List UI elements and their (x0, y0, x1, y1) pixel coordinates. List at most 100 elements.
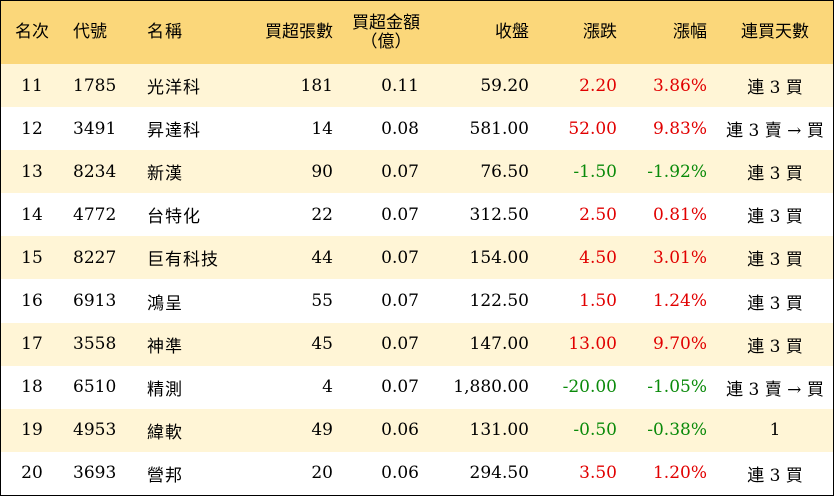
cell-code: 3558 (73, 334, 117, 355)
cell-percent-change: 1.24% (652, 291, 707, 312)
cell-name: 神準 (147, 336, 183, 357)
cell-change: -0.50 (573, 420, 617, 441)
table-row: 11 1785 光洋科 181 0.11 59.20 2.20 3.86% 連 3 買 (1, 64, 833, 108)
cell-code: 6913 (73, 291, 117, 312)
cell-code: 1785 (73, 75, 117, 96)
cell-net-buy-lots: 181 (300, 75, 333, 96)
cell-consecutive-buy-days: 連 3 賣 → 買 (726, 379, 824, 400)
cell-net-buy-lots: 55 (311, 291, 333, 312)
cell-percent-change: -1.92% (647, 161, 707, 182)
table-row: 19 4953 緯軟 49 0.06 131.00 -0.50 -0.38% 1 (1, 408, 833, 452)
table-header-row: 名次 代號 名稱 買超張數 買超金額 （億） 收盤 漲跌 漲幅 連買天數 (1, 1, 833, 64)
cell-code: 3491 (73, 118, 117, 139)
cell-net-buy-amount: 0.07 (381, 204, 419, 225)
cell-close: 122.50 (469, 291, 529, 312)
table-row: 16 6913 鴻呈 55 0.07 122.50 1.50 1.24% 連 3 買 (1, 279, 833, 323)
table-row: 20 3693 營邦 20 0.06 294.50 3.50 1.20% 連 3 買 (1, 451, 833, 495)
table-row: 17 3558 神準 45 0.07 147.00 13.00 9.70% 連 3 買 (1, 322, 833, 366)
cell-net-buy-amount: 0.07 (381, 291, 419, 312)
header-net-buy-amount-unit: （億） (360, 31, 412, 52)
table-row: 12 3491 昇達科 14 0.08 581.00 52.00 9.83% 連 3 賣 → 買 (1, 107, 833, 151)
cell-change: -1.50 (573, 161, 617, 182)
table-row: 18 6510 精測 4 0.07 1,880.00 -20.00 -1.05% 連 3 賣 →… (1, 365, 833, 409)
cell-change: 52.00 (568, 118, 617, 139)
cell-code: 4772 (73, 204, 117, 225)
cell-close: 147.00 (469, 334, 529, 355)
cell-net-buy-amount: 0.06 (381, 463, 419, 484)
cell-net-buy-amount: 0.07 (381, 377, 419, 398)
header-change: 漲跌 (583, 22, 617, 42)
cell-consecutive-buy-days: 連 3 買 (747, 164, 803, 185)
header-net-buy-lots: 買超張數 (265, 22, 333, 42)
table-row: 13 8234 新漢 90 0.07 76.50 -1.50 -1.92% 連 3 買 (1, 150, 833, 194)
header-net-buy-amount: 買超金額 （億） (343, 1, 429, 64)
cell-consecutive-buy-days: 1 (769, 420, 781, 441)
cell-rank: 19 (21, 420, 43, 441)
cell-close: 312.50 (469, 204, 529, 225)
header-percent-change: 漲幅 (673, 22, 707, 42)
table-row: 15 8227 巨有科技 44 0.07 154.00 4.50 3.01% 連 3 買 (1, 236, 833, 280)
cell-change: 3.50 (579, 463, 617, 484)
cell-rank: 11 (21, 75, 43, 96)
cell-name: 巨有科技 (147, 250, 219, 271)
header-close: 收盤 (495, 22, 529, 42)
header-name: 名稱 (147, 22, 183, 42)
cell-net-buy-lots: 90 (311, 161, 333, 182)
cell-net-buy-lots: 22 (311, 204, 333, 225)
cell-name: 昇達科 (147, 121, 201, 142)
cell-code: 6510 (73, 377, 117, 398)
cell-change: 2.50 (579, 204, 617, 225)
cell-close: 59.20 (480, 75, 529, 96)
cell-change: 1.50 (579, 291, 617, 312)
cell-name: 營邦 (147, 465, 183, 486)
cell-percent-change: -0.38% (647, 420, 707, 441)
cell-net-buy-lots: 20 (311, 463, 333, 484)
cell-net-buy-amount: 0.07 (381, 247, 419, 268)
cell-net-buy-lots: 49 (311, 420, 333, 441)
cell-name: 精測 (147, 379, 183, 400)
cell-net-buy-lots: 45 (311, 334, 333, 355)
cell-consecutive-buy-days: 連 3 買 (747, 465, 803, 486)
cell-consecutive-buy-days: 連 3 賣 → 買 (726, 121, 824, 142)
cell-percent-change: 9.83% (652, 118, 707, 139)
cell-consecutive-buy-days: 連 3 買 (747, 250, 803, 271)
cell-rank: 17 (21, 334, 43, 355)
cell-consecutive-buy-days: 連 3 買 (747, 293, 803, 314)
cell-code: 4953 (73, 420, 117, 441)
cell-net-buy-amount: 0.07 (381, 161, 419, 182)
cell-net-buy-amount: 0.11 (381, 75, 419, 96)
cell-percent-change: 3.86% (652, 75, 707, 96)
cell-close: 581.00 (469, 118, 529, 139)
cell-close: 154.00 (469, 247, 529, 268)
cell-close: 294.50 (469, 463, 529, 484)
cell-percent-change: 0.81% (652, 204, 707, 225)
header-consecutive-buy-days: 連買天數 (741, 22, 809, 42)
table-body: 11 1785 光洋科 181 0.11 59.20 2.20 3.86% 連 3 買 12 349… (1, 64, 833, 495)
cell-rank: 14 (21, 204, 43, 225)
cell-percent-change: 9.70% (652, 334, 707, 355)
cell-change: -20.00 (562, 377, 617, 398)
cell-net-buy-amount: 0.06 (381, 420, 419, 441)
cell-consecutive-buy-days: 連 3 買 (747, 78, 803, 99)
cell-name: 鴻呈 (147, 293, 183, 314)
cell-change: 13.00 (568, 334, 617, 355)
cell-net-buy-lots: 44 (311, 247, 333, 268)
header-net-buy-amount-line1: 買超金額 (352, 12, 420, 33)
cell-name: 新漢 (147, 164, 183, 185)
table-row: 14 4772 台特化 22 0.07 312.50 2.50 0.81% 連 3 買 (1, 193, 833, 237)
cell-net-buy-lots: 14 (311, 118, 333, 139)
cell-change: 2.20 (579, 75, 617, 96)
cell-consecutive-buy-days: 連 3 買 (747, 207, 803, 228)
cell-percent-change: -1.05% (647, 377, 707, 398)
cell-code: 8234 (73, 161, 117, 182)
cell-net-buy-amount: 0.07 (381, 334, 419, 355)
cell-code: 8227 (73, 247, 117, 268)
cell-rank: 16 (21, 291, 43, 312)
cell-name: 台特化 (147, 207, 201, 228)
header-rank: 名次 (15, 22, 49, 42)
cell-percent-change: 1.20% (652, 463, 707, 484)
cell-rank: 13 (21, 161, 43, 182)
cell-rank: 15 (21, 247, 43, 268)
